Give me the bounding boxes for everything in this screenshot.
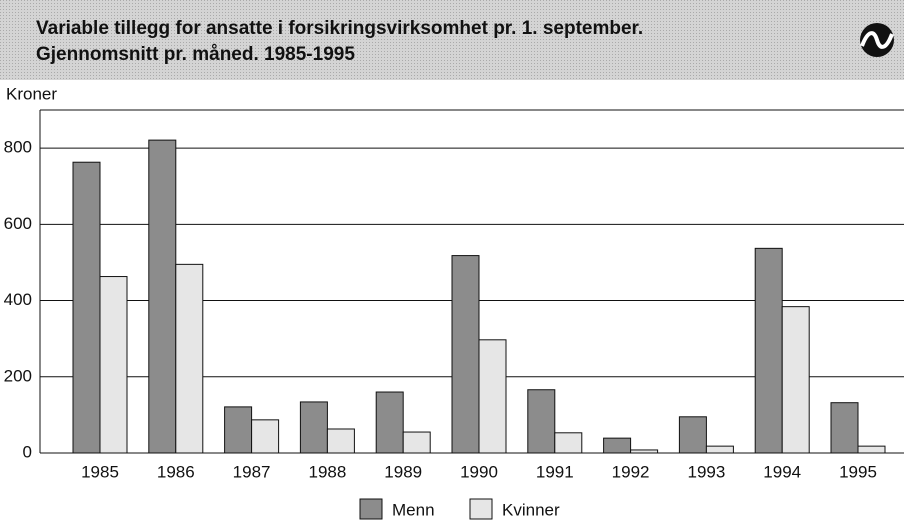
bar: [857, 445, 886, 454]
x-tick-label: 1993: [687, 462, 725, 481]
bar: [175, 263, 204, 454]
chart-title: Gjennomsnitt pr. måned. 1985-1995: [36, 44, 355, 65]
x-tick-label: 1987: [233, 462, 271, 481]
bar: [630, 449, 659, 454]
bar: [603, 437, 632, 454]
bar: [754, 247, 783, 454]
bar: [299, 401, 328, 454]
y-axis-label: Kroner: [6, 84, 57, 103]
y-tick-label: 200: [4, 366, 32, 385]
x-tick-label: 1988: [308, 462, 346, 481]
x-tick-label: 1995: [839, 462, 877, 481]
x-tick-label: 1985: [81, 462, 119, 481]
bar: [99, 276, 128, 454]
bar: [527, 389, 556, 454]
legend-swatch: [359, 498, 383, 520]
bar: [451, 255, 480, 454]
y-tick-label: 0: [23, 442, 32, 461]
bar: [375, 391, 404, 454]
y-tick-label: 600: [4, 214, 32, 233]
y-tick-label: 800: [4, 138, 32, 157]
bar: [326, 428, 355, 454]
x-tick-label: 1991: [536, 462, 574, 481]
bar: [554, 432, 583, 454]
bar: [781, 306, 810, 454]
bar: [72, 161, 101, 454]
bar: [830, 402, 859, 454]
legend-swatch: [469, 498, 493, 520]
bar: [478, 339, 507, 454]
x-tick-label: 1992: [612, 462, 650, 481]
bar: [251, 419, 280, 454]
bar: [705, 445, 734, 454]
bar: [678, 416, 707, 454]
header-band: [0, 0, 904, 80]
bar: [224, 406, 253, 454]
x-tick-label: 1986: [157, 462, 195, 481]
x-tick-label: 1990: [460, 462, 498, 481]
y-tick-label: 400: [4, 290, 32, 309]
chart-title: Variable tillegg for ansatte i forsikrin…: [36, 18, 643, 39]
legend-label: Kvinner: [502, 500, 560, 519]
x-tick-label: 1989: [384, 462, 422, 481]
bar: [148, 139, 177, 454]
legend-label: Menn: [392, 500, 435, 519]
logo: [860, 23, 894, 57]
x-tick-label: 1994: [763, 462, 801, 481]
bar: [402, 431, 431, 454]
